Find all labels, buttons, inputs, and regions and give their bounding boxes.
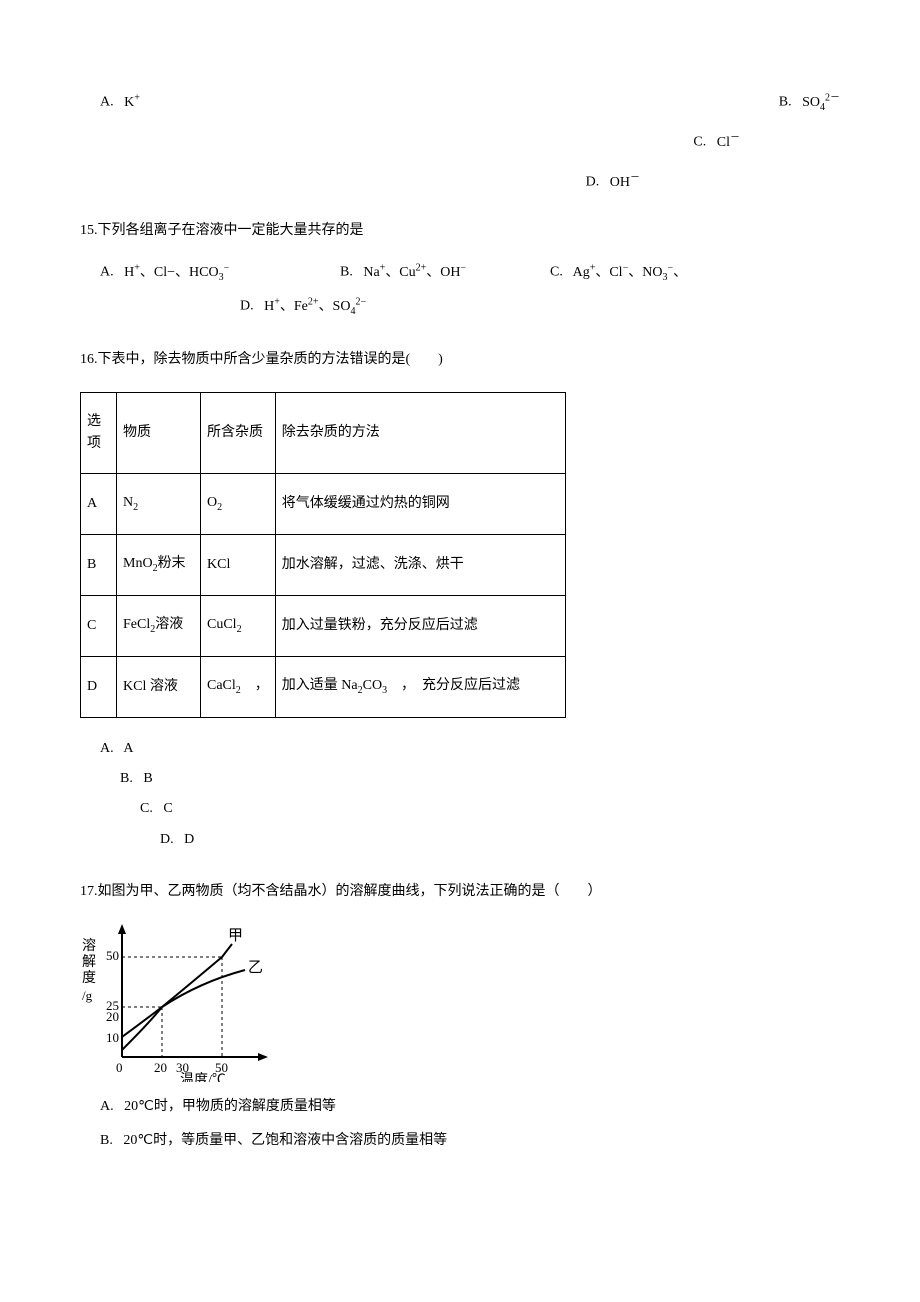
header-substance: 物质 (117, 392, 201, 474)
x-arrow (258, 1053, 268, 1061)
option-label: A. (100, 95, 114, 110)
option-text: D (184, 832, 194, 847)
option-text: Na+、Cu2+、OH− (363, 265, 466, 280)
q15-option-b: B. Na+、Cu2+、OH− (340, 260, 550, 285)
question-text: 下表中，除去物质中所含少量杂质的方法错误的是( ) (98, 352, 443, 367)
q15-stem: 15.下列各组离子在溶液中一定能大量共存的是 (80, 220, 840, 242)
option-text: C (163, 801, 172, 816)
q14-option-c: C. Cl－ (693, 130, 740, 154)
cell-impurity: CaCl2 ， (201, 656, 276, 717)
question-number: 17. (80, 884, 98, 899)
y-tick-label: 50 (106, 948, 119, 963)
option-label: D. (160, 832, 174, 847)
solubility-chart: 50 25 20 10 0 20 30 50 甲 乙 溶 解 度 /g 温度/℃ (80, 922, 280, 1082)
cell-substance: MnO2粉末 (117, 535, 201, 596)
q17-option-a: A. 20℃时，甲物质的溶解度质量相等 (80, 1096, 840, 1118)
y-axis-label: 解 (82, 954, 96, 970)
option-label: B. (120, 771, 133, 786)
x-axis-label: 温度/℃ (180, 1072, 226, 1082)
q14-option-b: B. SO42－ (779, 90, 840, 115)
x-tick-label: 0 (116, 1060, 123, 1075)
q16-stem: 16.下表中，除去物质中所含少量杂质的方法错误的是( ) (80, 349, 840, 371)
cell-method: 将气体缓缓通过灼热的铜网 (275, 474, 565, 535)
option-label: C. (693, 135, 706, 150)
q15-options: A. H+、Cl−、HCO3− B. Na+、Cu2+、OH− C. Ag+、C… (80, 260, 840, 319)
option-text: Cl－ (717, 135, 740, 150)
option-label: A. (100, 265, 114, 280)
q15-option-c: C. Ag+、Cl−、NO3−、 (550, 260, 710, 285)
x-tick-label: 20 (154, 1060, 167, 1075)
option-text: 20℃时，等质量甲、乙饱和溶液中含溶质的质量相等 (123, 1133, 447, 1148)
table-row: D KCl 溶液 CaCl2 ， 加入适量 Na2CO3 ， 充分反应后过滤 (81, 656, 566, 717)
option-label: D. (586, 175, 600, 190)
header-impurity: 所含杂质 (201, 392, 276, 474)
q16-option-d: D. D (80, 829, 840, 851)
option-label: B. (100, 1133, 113, 1148)
question-text: 下列各组离子在溶液中一定能大量共存的是 (98, 223, 364, 238)
curve-label-jia: 甲 (228, 928, 243, 944)
cell-method: 加入过量铁粉，充分反应后过滤 (275, 596, 565, 657)
table-row: B MnO2粉末 KCl 加水溶解，过滤、洗涤、烘干 (81, 535, 566, 596)
q17-options: A. 20℃时，甲物质的溶解度质量相等 B. 20℃时，等质量甲、乙饱和溶液中含… (80, 1096, 840, 1153)
option-label: C. (550, 265, 563, 280)
q17-stem: 17.如图为甲、乙两物质（均不含结晶水）的溶解度曲线，下列说法正确的是（ ） (80, 881, 840, 903)
cell-method: 加入适量 Na2CO3 ， 充分反应后过滤 (275, 656, 565, 717)
q15-option-a: A. H+、Cl−、HCO3− (100, 260, 340, 285)
header-method: 除去杂质的方法 (275, 392, 565, 474)
option-text: SO42－ (802, 95, 840, 110)
option-text: Ag+、Cl−、NO3−、 (573, 265, 688, 280)
y-axis-label: 溶 (82, 938, 96, 954)
question-text: 如图为甲、乙两物质（均不含结晶水）的溶解度曲线，下列说法正确的是（ ） (98, 884, 602, 899)
cell-substance: KCl 溶液 (117, 656, 201, 717)
table-row: C FeCl2溶液 CuCl2 加入过量铁粉，充分反应后过滤 (81, 596, 566, 657)
question-number: 16. (80, 352, 98, 367)
curve-yi (122, 970, 245, 1037)
option-text: H+、Fe2+、SO42− (264, 299, 366, 314)
cell-substance: N2 (117, 474, 201, 535)
option-text: A (123, 741, 133, 756)
y-arrow (118, 924, 126, 934)
y-tick-label: 10 (106, 1030, 119, 1045)
option-text: H+、Cl−、HCO3− (124, 265, 229, 280)
y-tick-label: 20 (106, 1009, 119, 1024)
header-option: 选项 (81, 392, 117, 474)
option-label: A. (100, 741, 114, 756)
q17-option-b: B. 20℃时，等质量甲、乙饱和溶液中含溶质的质量相等 (80, 1130, 840, 1152)
cell-impurity: KCl (201, 535, 276, 596)
option-text: 20℃时，甲物质的溶解度质量相等 (124, 1099, 336, 1114)
q16-table: 选项 物质 所含杂质 除去杂质的方法 A N2 O2 将气体缓缓通过灼热的铜网 … (80, 392, 566, 718)
chart-svg: 50 25 20 10 0 20 30 50 甲 乙 溶 解 度 /g 温度/℃ (80, 922, 280, 1082)
table-header-row: 选项 物质 所含杂质 除去杂质的方法 (81, 392, 566, 474)
option-text: B (143, 771, 152, 786)
cell-option: D (81, 656, 117, 717)
cell-option: A (81, 474, 117, 535)
option-label: B. (340, 265, 353, 280)
option-text: OH－ (610, 175, 640, 190)
cell-method: 加水溶解，过滤、洗涤、烘干 (275, 535, 565, 596)
cell-option: B (81, 535, 117, 596)
y-axis-unit: /g (82, 988, 93, 1003)
q14-options: A. K+ B. SO42－ C. Cl－ D. OH－ (80, 90, 840, 190)
option-label: D. (240, 299, 254, 314)
curve-label-yi: 乙 (248, 960, 263, 976)
cell-substance: FeCl2溶液 (117, 596, 201, 657)
cell-option: C (81, 596, 117, 657)
option-text: K+ (124, 95, 140, 110)
q15-option-d: D. H+、Fe2+、SO42− (100, 294, 840, 319)
q16-options: A. A B. B C. C D. D (80, 738, 840, 852)
table-row: A N2 O2 将气体缓缓通过灼热的铜网 (81, 474, 566, 535)
cell-impurity: O2 (201, 474, 276, 535)
question-number: 15. (80, 223, 98, 238)
option-label: C. (140, 801, 153, 816)
option-label: B. (779, 95, 792, 110)
option-label: A. (100, 1099, 114, 1114)
q16-option-a: A. A (80, 738, 840, 760)
q16-option-b: B. B (80, 768, 840, 790)
y-axis-label: 度 (82, 970, 96, 986)
q14-option-d: D. OH－ (586, 170, 640, 194)
q16-option-c: C. C (80, 798, 840, 820)
q14-option-a: A. K+ (100, 90, 140, 114)
cell-impurity: CuCl2 (201, 596, 276, 657)
